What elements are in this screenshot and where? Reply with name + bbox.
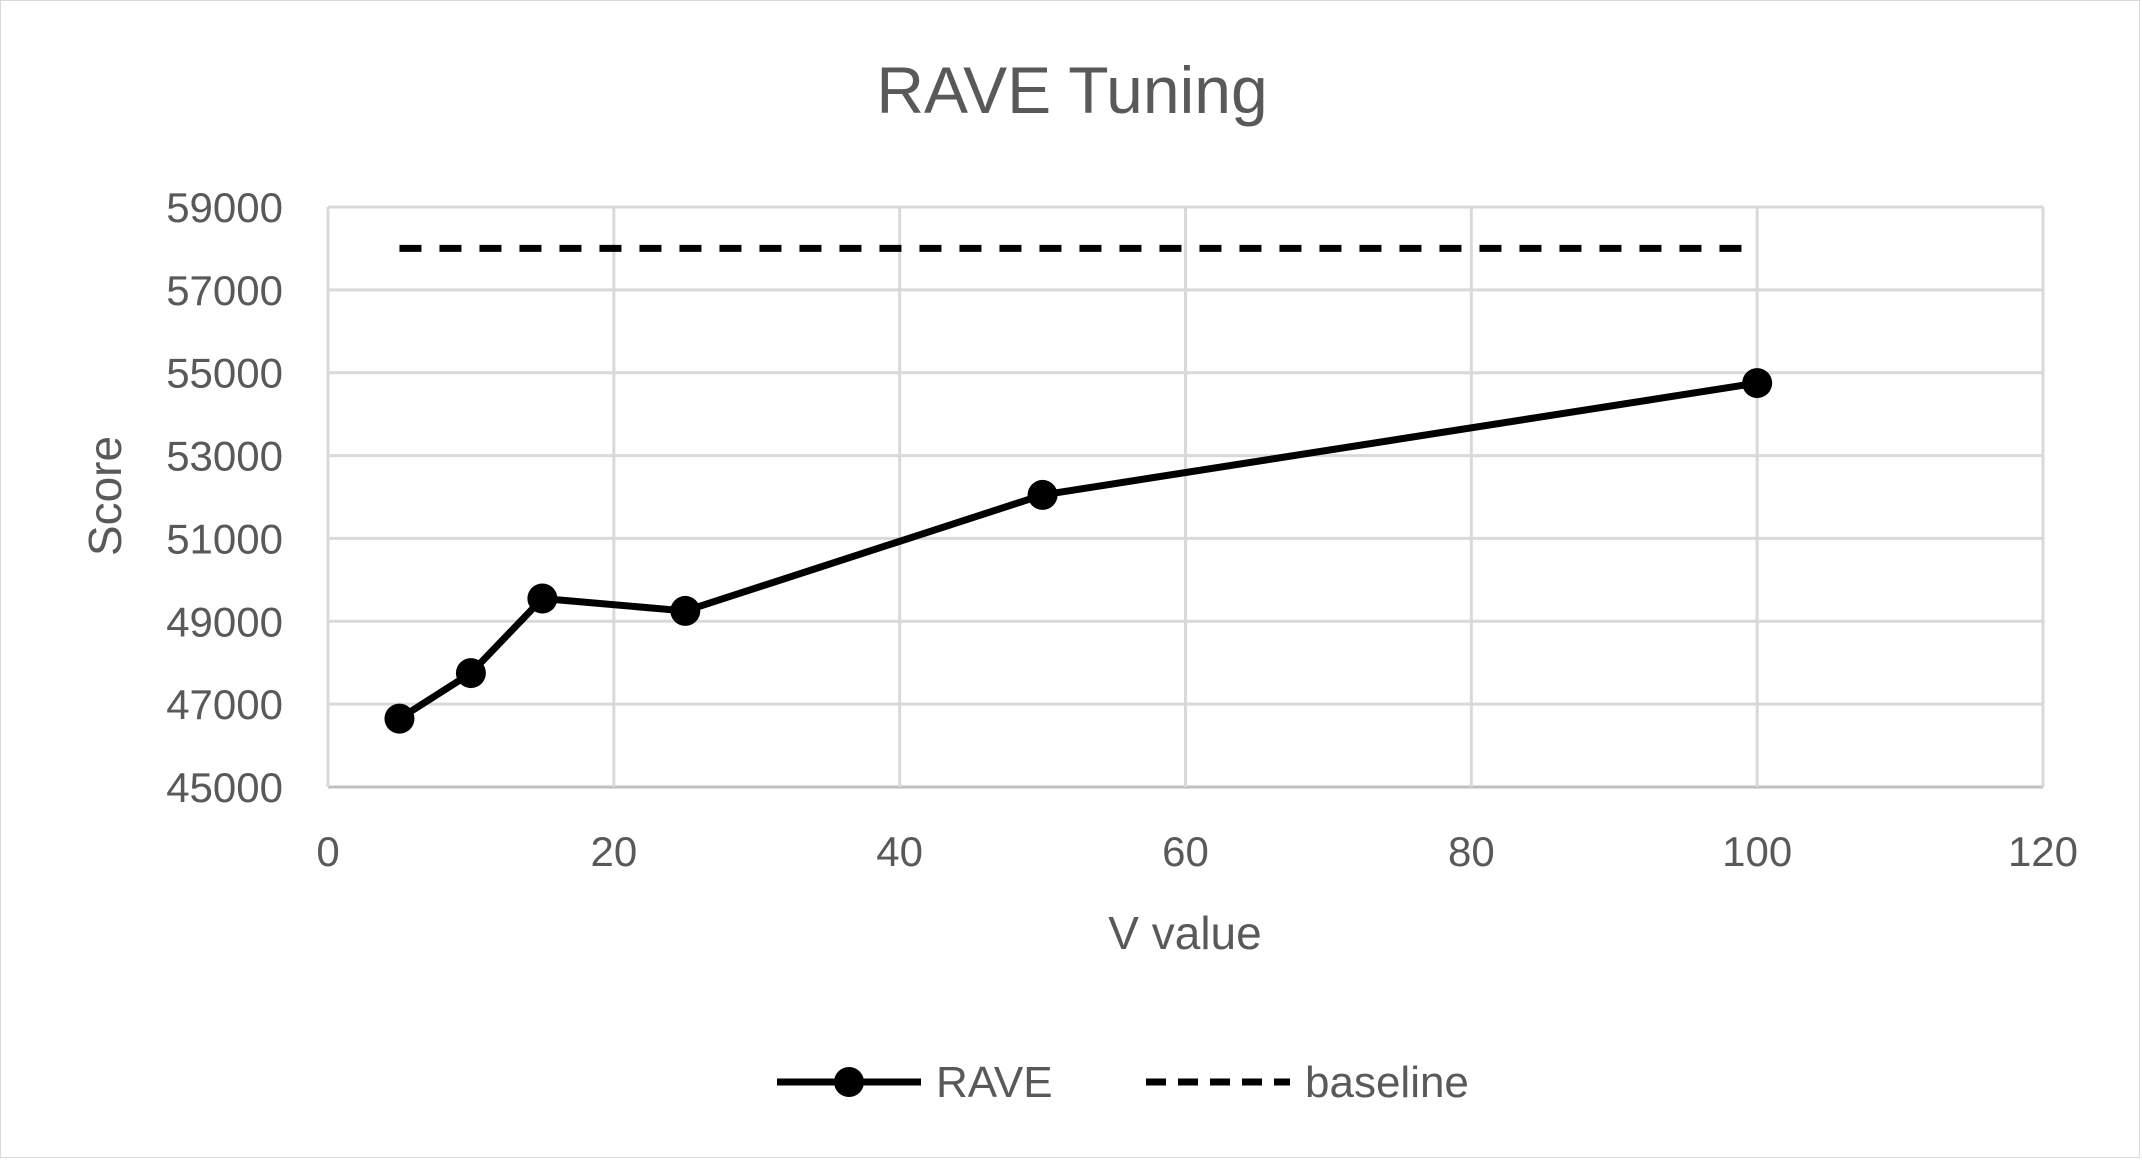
legend-rave-marker xyxy=(834,1067,864,1097)
y-tick-label: 45000 xyxy=(166,764,283,811)
x-tick-label: 120 xyxy=(2008,828,2078,875)
x-tick-labels: 0 20 40 60 80 100 120 xyxy=(316,828,2078,875)
x-tick-label: 0 xyxy=(316,828,339,875)
y-axis-title: Score xyxy=(79,436,131,556)
y-tick-label: 55000 xyxy=(166,350,283,397)
legend: RAVE baseline xyxy=(777,1058,1469,1107)
y-tick-label: 51000 xyxy=(166,515,283,562)
y-tick-label: 47000 xyxy=(166,681,283,728)
y-tick-label: 49000 xyxy=(166,598,283,645)
rave-data-point xyxy=(1027,479,1058,510)
rave-data-point xyxy=(384,703,415,734)
rave-series-line xyxy=(397,379,1758,722)
y-tick-label: 57000 xyxy=(166,267,283,314)
x-tick-label: 40 xyxy=(876,828,923,875)
y-tick-labels: 45000 47000 49000 51000 53000 55000 57000 59000 xyxy=(166,184,283,811)
x-tick-label: 20 xyxy=(590,828,637,875)
x-tick-label: 80 xyxy=(1448,828,1495,875)
grid-lines xyxy=(326,205,2045,789)
x-tick-label: 100 xyxy=(1722,828,1792,875)
y-tick-label: 59000 xyxy=(166,184,283,231)
rave-data-point xyxy=(455,658,486,689)
plot-series xyxy=(384,244,1773,734)
x-tick-label: 60 xyxy=(1162,828,1209,875)
rave-data-point xyxy=(527,583,558,614)
rave-data-point xyxy=(670,595,701,626)
chart-title: RAVE Tuning xyxy=(876,53,1267,127)
x-axis-title: V value xyxy=(1108,907,1261,959)
y-tick-label: 53000 xyxy=(166,433,283,480)
legend-rave-label: RAVE xyxy=(936,1058,1053,1107)
rave-data-point xyxy=(1742,368,1773,399)
legend-baseline-label: baseline xyxy=(1305,1058,1469,1107)
